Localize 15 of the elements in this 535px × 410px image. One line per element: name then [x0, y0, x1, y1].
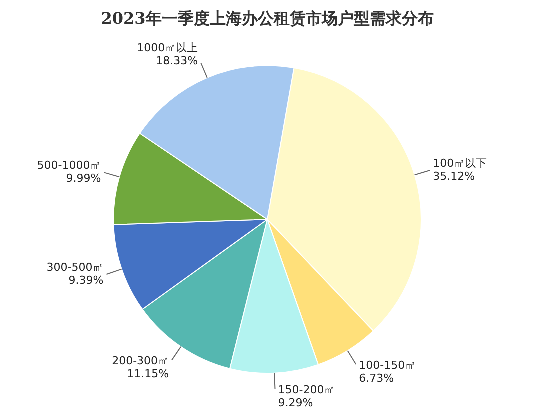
data-label: 18.33%	[156, 54, 198, 68]
chart-title: 2023年一季度上海办公租赁市场户型需求分布	[101, 8, 434, 28]
data-label: 9.29%	[278, 396, 314, 410]
slice-label: 100㎡以下	[433, 156, 488, 170]
data-label: 6.73%	[359, 372, 394, 385]
data-label: 35.12%	[433, 170, 476, 183]
slice-label: 200-300㎡	[112, 354, 170, 368]
slice-label: 500-1000㎡	[37, 159, 102, 172]
data-label: 11.15%	[127, 368, 170, 381]
data-label: 9.39%	[68, 274, 104, 287]
slice-label: 1000㎡以上	[137, 42, 198, 55]
slice-label: 100-150㎡	[359, 358, 416, 372]
data-label: 9.99%	[66, 172, 102, 186]
slice-label: 150-200㎡	[278, 384, 336, 397]
slice-label: 300-500㎡	[46, 260, 104, 274]
